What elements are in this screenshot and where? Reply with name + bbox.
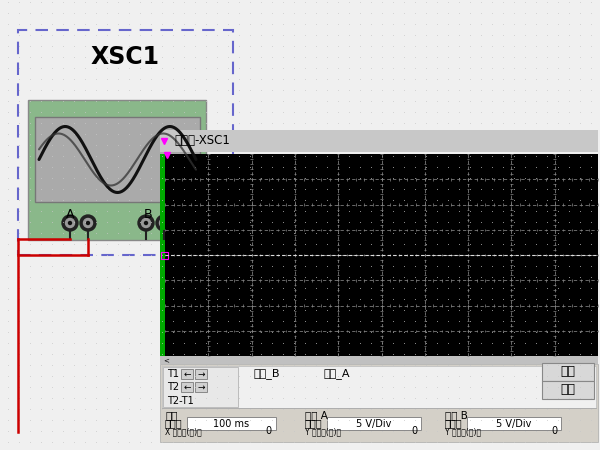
Circle shape: [156, 215, 172, 231]
Bar: [160, 364, 598, 442]
Text: 通道_A: 通道_A: [323, 368, 349, 379]
Text: Y 轴位移(格)：: Y 轴位移(格)：: [305, 427, 341, 436]
Bar: [181, 369, 193, 379]
Text: XSC1: XSC1: [91, 45, 160, 69]
Text: 通道_B: 通道_B: [253, 368, 280, 379]
Text: 反向: 反向: [560, 365, 575, 378]
Bar: [160, 356, 598, 364]
Bar: [195, 382, 207, 392]
Bar: [195, 369, 207, 379]
Bar: [160, 130, 598, 152]
Text: 0: 0: [551, 426, 557, 436]
Bar: [467, 417, 561, 430]
Text: ←: ←: [183, 369, 191, 378]
Text: 尺度：: 尺度：: [305, 418, 323, 428]
Circle shape: [83, 219, 92, 228]
Bar: [181, 382, 193, 392]
Text: T1: T1: [167, 369, 179, 379]
Circle shape: [80, 215, 96, 231]
Bar: [35, 117, 200, 202]
Text: X 轴位移(格)：: X 轴位移(格)：: [165, 427, 202, 436]
Text: ←: ←: [183, 383, 191, 392]
Text: Y 轴位移(格)：: Y 轴位移(格)：: [445, 427, 481, 436]
Circle shape: [62, 215, 78, 231]
Bar: [542, 381, 594, 399]
Text: 范围：: 范围：: [165, 418, 182, 428]
Circle shape: [86, 221, 89, 225]
Bar: [160, 154, 598, 356]
Text: 保存: 保存: [560, 383, 575, 396]
Text: 100 ms: 100 ms: [214, 418, 250, 428]
Circle shape: [142, 219, 151, 228]
Text: T2: T2: [167, 382, 179, 392]
Text: 通道 A: 通道 A: [305, 410, 328, 420]
Circle shape: [160, 219, 169, 228]
Circle shape: [163, 221, 166, 225]
Circle shape: [65, 219, 74, 228]
Text: 0: 0: [266, 426, 272, 436]
Text: 通道 B: 通道 B: [445, 410, 468, 420]
Text: 5 V/Div: 5 V/Div: [496, 418, 532, 428]
Text: 示波器-XSC1: 示波器-XSC1: [174, 135, 230, 148]
Bar: [163, 367, 238, 407]
Bar: [327, 417, 421, 430]
Text: →: →: [197, 383, 205, 392]
Bar: [542, 363, 594, 381]
Text: 5 V/Div: 5 V/Div: [356, 418, 392, 428]
Text: <: <: [163, 357, 169, 363]
Text: 时基: 时基: [165, 410, 178, 420]
Text: B: B: [143, 208, 152, 221]
Bar: [18, 30, 233, 255]
Text: 0: 0: [411, 426, 417, 436]
Circle shape: [138, 215, 154, 231]
Circle shape: [145, 221, 148, 225]
Bar: [187, 417, 276, 430]
Text: A: A: [66, 208, 74, 221]
Circle shape: [68, 221, 71, 225]
Bar: [162, 366, 596, 409]
Bar: [28, 100, 206, 240]
Text: →: →: [197, 369, 205, 378]
Bar: [160, 154, 165, 356]
Text: 尺度：: 尺度：: [445, 418, 463, 428]
Bar: [161, 252, 168, 259]
Text: T2-T1: T2-T1: [167, 396, 194, 406]
